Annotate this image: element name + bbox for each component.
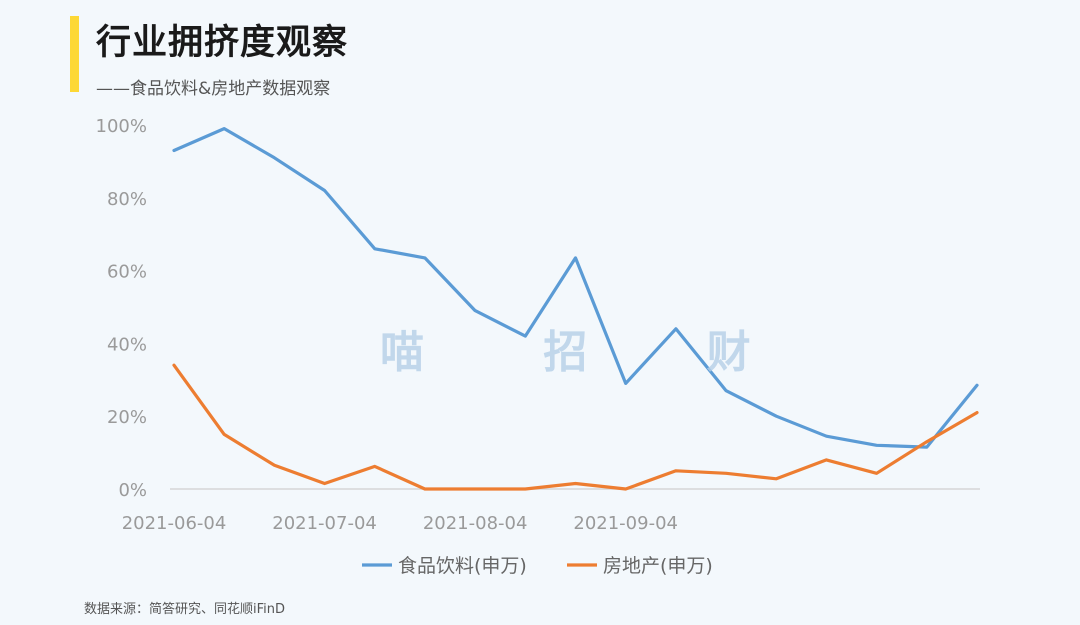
legend-label-0: 食品饮料(申万) [398,555,527,577]
y-tick-label: 80% [107,189,147,210]
y-tick-label: 0% [118,480,147,501]
title-accent-bar [70,16,79,92]
series-lines [172,127,979,491]
y-tick-label: 20% [107,407,147,428]
x-axis: 2021-06-04 2021-07-04 2021-08-04 2021-09-04 [122,488,980,534]
y-axis-labels: 0% 20% 40% 60% 80% 100% [96,116,147,501]
y-tick-label: 100% [96,116,147,137]
chart-legend: 食品饮料(申万) 房地产(申万) [362,555,713,577]
y-tick-label: 60% [107,262,147,283]
legend-label-1: 房地产(申万) [603,555,713,577]
page-title: 行业拥挤度观察 [96,23,349,63]
data-source-note: 数据来源：简答研究、同花顺iFinD [84,602,286,617]
watermark-text: 喵 招 财 [380,327,803,378]
series-line-1 [172,363,979,491]
series-line-0 [172,127,979,449]
x-tick-label: 2021-08-04 [423,513,528,534]
page-subtitle: ——食品饮料&房地产数据观察 [96,79,331,99]
y-tick-label: 40% [107,334,147,355]
x-tick-label: 2021-06-04 [122,513,227,534]
x-tick-label: 2021-09-04 [573,513,678,534]
x-tick-label: 2021-07-04 [272,513,377,534]
